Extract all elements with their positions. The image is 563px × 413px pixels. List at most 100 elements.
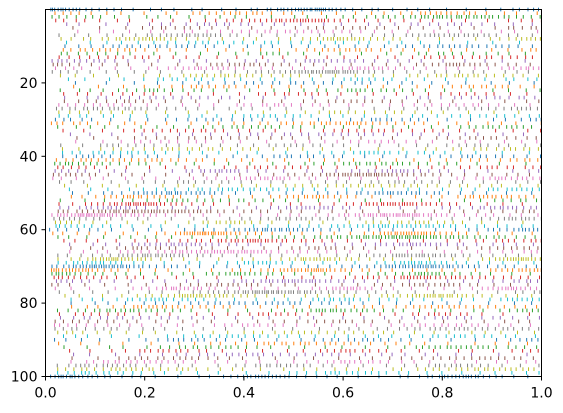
event-row [67,77,538,82]
event-row [69,242,534,247]
event-row [59,180,542,184]
event-row [55,158,539,162]
event-row [76,136,537,140]
event-row [63,92,528,96]
event-row [56,363,540,368]
event-row [69,132,524,137]
event-row [72,26,537,30]
event-row [64,293,533,298]
event-row [55,224,534,228]
event-row [54,319,531,324]
event-row [58,290,541,294]
event-row [50,121,542,126]
event-row [51,264,537,269]
event-row [63,238,542,243]
event-row [60,143,542,148]
event-row [51,15,541,19]
event-row [62,48,537,52]
event-row [54,117,542,122]
event-row [52,176,541,181]
event-row [70,194,535,199]
event-row [59,315,540,320]
event-row [68,187,540,192]
event-row [70,246,539,250]
event-row [69,249,538,254]
event-row [71,304,538,309]
event-row [58,202,523,206]
event-row [59,198,542,203]
event-row [52,231,533,236]
event-row [51,59,526,63]
event-row [51,213,539,217]
event-row [58,103,531,107]
event-row [54,161,527,166]
event-row [70,297,540,302]
event-row [52,62,531,67]
event-row [58,114,540,118]
event-row [59,88,541,93]
event-row [51,271,531,276]
event-row [59,73,539,78]
event-row [54,220,524,225]
event-row [57,235,536,239]
event-row [58,33,533,38]
event-row [73,84,535,89]
event-row [54,169,540,173]
event-row [57,209,535,214]
event-row [70,359,537,364]
event-row [55,106,538,111]
event-row [62,150,530,155]
event-row [55,279,539,283]
event-row [61,147,539,151]
event-row [57,260,535,265]
event-row [57,165,542,170]
event-row [70,301,533,305]
event-row [66,22,533,27]
event-row [54,337,539,342]
event-row [53,323,531,327]
event-row [57,257,541,261]
event-row [55,18,542,23]
event-row [49,227,539,232]
event-row [56,308,539,313]
event-row [75,139,538,144]
event-row [74,81,535,85]
event-row [63,99,540,104]
event-row [52,172,530,177]
event-row [54,66,540,71]
event-row [58,110,520,115]
event-row [54,326,540,331]
event-row [60,37,541,41]
event-row [57,253,533,258]
event-row [59,205,537,210]
event-row [62,154,541,159]
event-row [54,286,538,291]
event-row [57,367,535,371]
event-row [51,282,529,287]
event-row [64,183,539,188]
event-row [77,29,539,34]
event-row [62,128,542,133]
event-row [69,348,539,353]
event-row [60,51,526,56]
event-row [57,125,533,129]
event-row [58,312,530,316]
event-row [64,44,533,49]
event-row [53,216,542,221]
event-row [63,345,538,349]
event-row [71,191,533,195]
event-row [58,55,533,60]
event-row [62,334,536,338]
event-markers-layer [49,7,542,379]
event-row [64,95,536,100]
event-row [71,356,534,360]
event-row [57,330,535,335]
event-row [53,275,541,280]
event-row [73,352,528,357]
event-row [51,70,529,74]
event-row [66,40,521,45]
event-row [54,11,538,15]
event-row [58,341,528,346]
